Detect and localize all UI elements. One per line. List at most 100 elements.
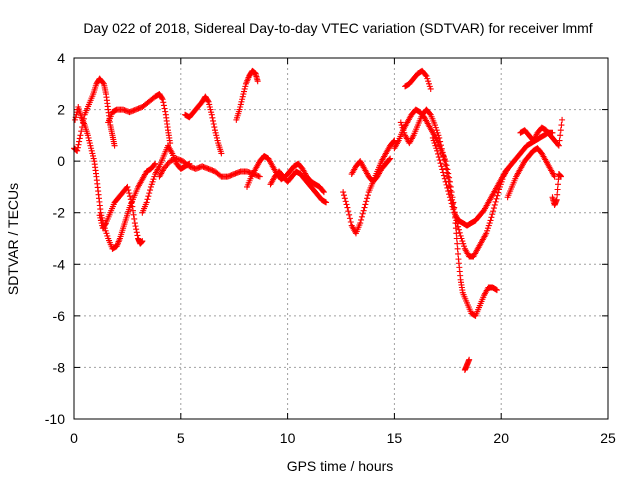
data-point [242,83,249,90]
data-point [343,201,350,208]
data-point [90,155,97,162]
data-point [209,114,216,121]
y-tick-label: 2 [57,102,65,118]
y-tick-label: 0 [57,153,65,169]
data-point [397,119,404,126]
data-point [340,189,347,196]
data-point [440,172,447,179]
data-point [72,116,79,123]
data-point [436,134,443,141]
data-point [455,226,462,233]
data-point [437,142,444,149]
data-point [455,250,462,257]
series-arc-19 [517,116,566,149]
data-point [208,109,215,116]
data-point [345,208,352,215]
data-point [441,175,448,182]
data-point [555,141,562,148]
data-point [361,204,368,211]
data-point [557,127,564,134]
data-point [358,213,365,220]
data-point [161,105,168,112]
x-tick-label: 5 [177,430,185,446]
data-point [97,209,104,216]
data-point [84,132,91,139]
data-point [76,135,83,142]
series-arc-14 [397,106,511,260]
data-point [96,212,103,219]
data-point [74,147,81,154]
data-point [446,191,453,198]
data-point [254,78,261,85]
data-point [434,147,441,154]
data-point [434,150,441,157]
data-point [493,287,500,294]
data-point [364,195,371,202]
data-point [422,72,429,79]
data-point [444,184,451,191]
data-point [149,178,156,185]
data-point [433,145,440,152]
data-point [86,137,93,144]
data-point [400,127,407,134]
plot-border [73,57,609,420]
data-point [77,132,84,139]
x-axis-title: GPS time / hours [287,458,394,474]
data-point [111,142,118,149]
data-point [100,79,107,86]
data-point [360,207,367,214]
data-point [434,129,441,136]
x-tick-label: 0 [70,430,78,446]
data-point [489,211,496,218]
data-point [426,80,433,87]
data-point [131,220,138,227]
data-point [340,192,347,199]
data-point [559,116,566,123]
data-point [554,186,561,193]
data-point [357,220,364,227]
data-point [555,142,562,149]
data-point [437,138,444,145]
data-point [443,165,450,172]
data-point [103,230,110,237]
data-point [466,356,473,363]
data-point [432,124,439,131]
data-point [484,225,491,232]
data-point [450,206,457,213]
data-point [147,183,154,190]
data-point [147,187,154,194]
data-point [211,124,218,131]
data-point [426,83,433,90]
data-point [429,134,436,141]
data-point [320,188,327,195]
data-point [555,176,562,183]
data-point [551,173,558,180]
data-point [485,222,492,229]
series-arc-3 [105,91,174,147]
data-point [448,200,455,207]
data-point [126,190,133,197]
data-point [401,129,408,136]
data-point [150,176,157,183]
data-point [362,201,369,208]
data-point [241,88,248,95]
data-point [387,155,394,162]
data-point [431,140,438,147]
data-point [424,75,431,82]
data-point [159,95,166,102]
data-point [427,85,434,92]
data-point [454,245,461,252]
data-point [160,99,167,106]
data-point [558,122,565,129]
series-arc-8 [233,67,261,123]
data-point [491,201,498,208]
data-point [344,204,351,211]
data-point [435,154,442,161]
y-tick-label: -2 [53,205,66,221]
data-point [241,85,248,92]
data-point [438,163,445,170]
data-point [486,220,493,227]
data-point [440,169,447,176]
data-point [87,142,94,149]
